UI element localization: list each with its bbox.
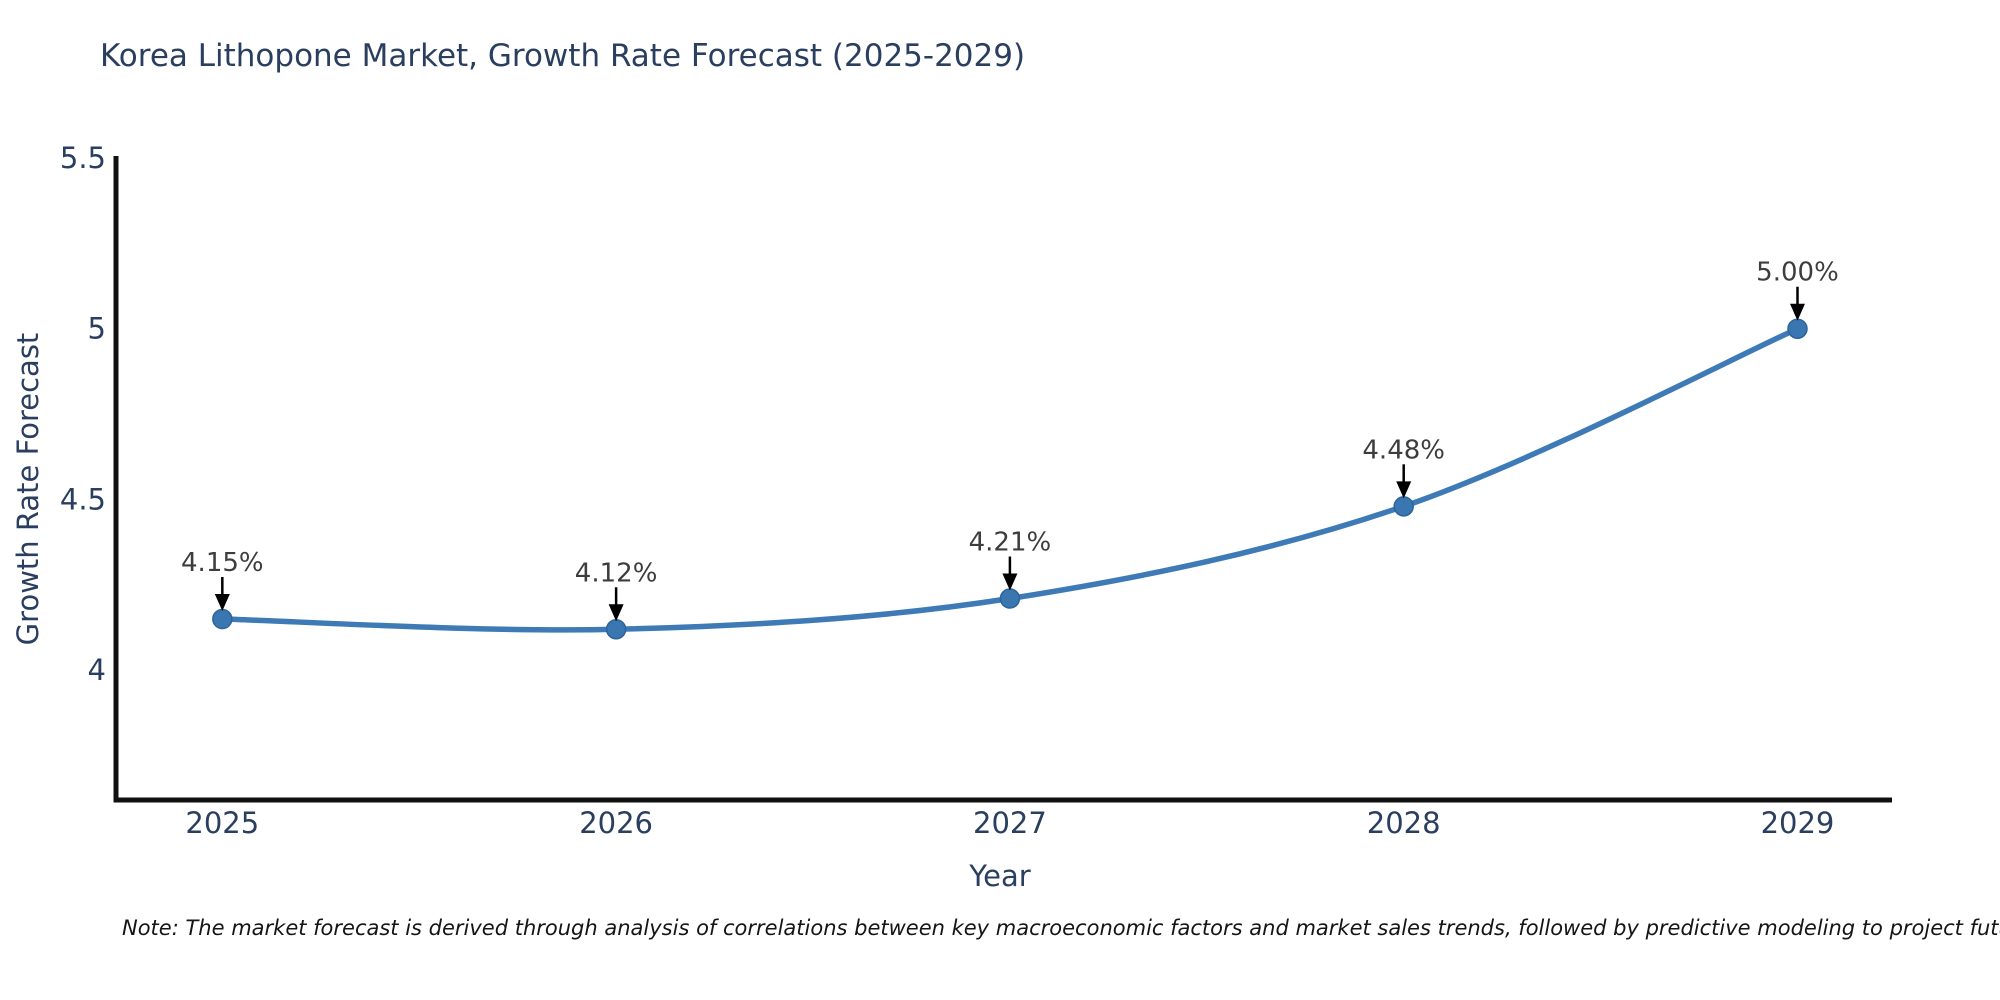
data-point-marker — [1787, 318, 1808, 339]
data-point-marker — [999, 588, 1021, 609]
footnote: Note: The market forecast is derived thr… — [122, 916, 2000, 940]
chart-title: Korea Lithopone Market, Growth Rate Fore… — [100, 38, 1026, 74]
annotation-label: 5.00% — [1756, 258, 1839, 288]
annotation-label: 4.12% — [575, 558, 658, 588]
data-point-marker — [212, 608, 233, 630]
x-tick-label: 2027 — [973, 806, 1047, 840]
annotation-arrow-head — [1789, 303, 1805, 321]
annotation-arrow-head — [1002, 573, 1018, 591]
data-point-marker — [605, 619, 627, 640]
x-tick-label: 2026 — [579, 806, 653, 840]
x-axis-title: Year — [968, 859, 1030, 893]
x-tick-label: 2025 — [185, 806, 259, 840]
annotation-label: 4.15% — [181, 548, 264, 578]
annotation-arrow-head — [214, 594, 230, 612]
y-axis-title: Growth Rate Forecast — [11, 333, 45, 646]
annotation-label: 4.48% — [1362, 435, 1445, 465]
y-tick-label: 5.5 — [60, 141, 106, 175]
y-tick-label: 5 — [88, 312, 106, 346]
annotation-arrow-head — [608, 604, 624, 622]
annotation-label: 4.21% — [969, 528, 1052, 558]
y-tick-label: 4 — [88, 653, 106, 687]
data-point-marker — [1393, 496, 1414, 517]
y-tick-label: 4.5 — [60, 482, 106, 516]
x-tick-label: 2029 — [1761, 806, 1835, 840]
x-tick-label: 2028 — [1367, 806, 1441, 840]
annotation-arrow-head — [1396, 481, 1412, 499]
